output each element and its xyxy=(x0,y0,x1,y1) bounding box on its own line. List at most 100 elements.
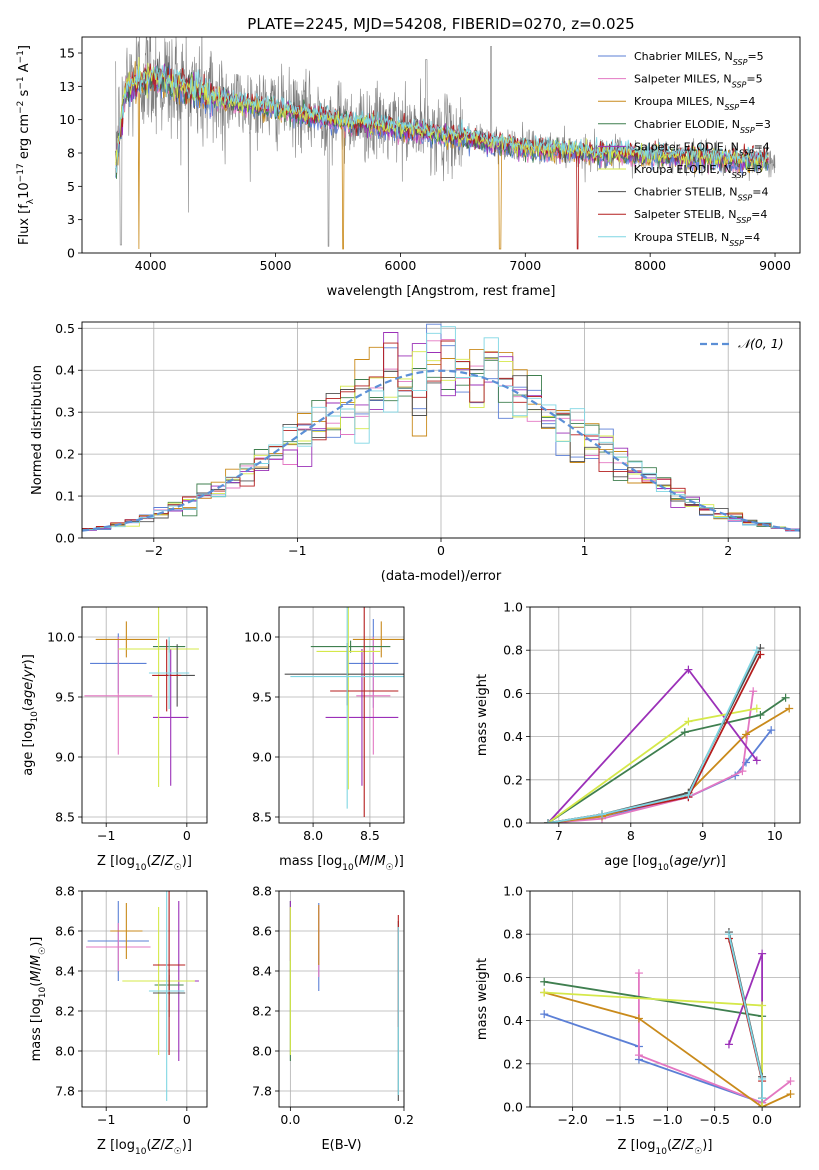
y-axis-label: age [log10(age/yr)] xyxy=(21,654,40,776)
x-tick-label: 8.5 xyxy=(360,828,380,843)
y-tick-label: 9.0 xyxy=(55,750,75,765)
y-tick-label: 0.6 xyxy=(503,970,523,985)
x-tick-label: −2.0 xyxy=(557,1112,587,1127)
weight-marker-1 xyxy=(749,687,758,696)
y-tick-label: 0.0 xyxy=(55,531,75,546)
axes-residuals: −2 −1 0 1 2 0.0 0.1 0.2 0.3 0.4 0.5 (data-model)/er… xyxy=(30,321,801,584)
weight-line-2 xyxy=(547,707,790,823)
y-tick-label: 8.8 xyxy=(252,884,272,899)
weight-marker-1 xyxy=(634,1051,643,1060)
x-tick-label: 1 xyxy=(581,543,589,558)
x-tick-label: 6000 xyxy=(385,258,417,273)
y-axis-label: Normed distribution xyxy=(30,365,45,495)
weight-marker-5 xyxy=(758,1103,767,1107)
weight-marker-8 xyxy=(752,646,761,655)
axes-age_vs_mass: 8.0 8.5 8.5 9.0 9.5 10.0 mass [log10(M/M☉)] xyxy=(244,606,405,873)
axes-frame xyxy=(278,606,405,824)
x-tick-label: −1.0 xyxy=(652,1112,682,1127)
x-tick-label: −1.5 xyxy=(605,1112,635,1127)
y-tick-label: 1.0 xyxy=(503,884,523,899)
weight-marker-4 xyxy=(684,665,693,674)
y-tick-label: 9.5 xyxy=(252,690,272,705)
y-tick-label: 8.6 xyxy=(252,924,272,939)
weight-marker-2 xyxy=(742,730,750,739)
weight-marker-7 xyxy=(756,650,765,659)
weight-marker-1 xyxy=(738,767,747,776)
y-axis-label: mass [log10(M/M☉)] xyxy=(29,937,48,1062)
axes-frame xyxy=(278,890,405,1108)
legend-label-2: Kroupa MILES, NSSP=4 xyxy=(634,95,755,112)
weight-marker-1 xyxy=(634,969,643,978)
axes-age_vs_Z: −1 0 8.5 9.0 9.5 10.0 Z [log10(Z/Z☉)] age [log1… xyxy=(21,606,208,873)
y-tick-label: 8.5 xyxy=(252,810,272,825)
x-tick-label: −0.5 xyxy=(700,1112,730,1127)
y-tick-label: 9.5 xyxy=(55,690,75,705)
x-tick-label: 9 xyxy=(699,828,707,843)
plot-area-age_vs_mass xyxy=(284,607,404,817)
y-tick-label: 0.0 xyxy=(503,1100,523,1115)
y-tick-label: 8.0 xyxy=(55,1044,75,1059)
x-tick-label: 0 xyxy=(183,828,191,843)
y-tick-label: 8.8 xyxy=(55,884,75,899)
legend-label-6: Chabrier STELIB, NSSP=4 xyxy=(634,186,768,203)
x-tick-label: −1 xyxy=(288,543,306,558)
legend-label-0: Chabrier MILES, NSSP=5 xyxy=(634,50,764,67)
y-tick-label: 0.8 xyxy=(503,643,523,658)
y-tick-label: 0.4 xyxy=(503,1013,523,1028)
x-tick-label: 0 xyxy=(183,1112,191,1127)
y-tick-label: 0.3 xyxy=(55,405,75,420)
y-axis-label: mass weight xyxy=(475,674,490,756)
x-tick-label: −1 xyxy=(97,1112,115,1127)
plot-area-residuals xyxy=(82,323,800,532)
x-axis-label: mass [log10(M/M☉)] xyxy=(279,854,404,873)
x-tick-label: 0.0 xyxy=(280,1112,300,1127)
axes-frame xyxy=(529,606,801,824)
weight-marker-8 xyxy=(684,790,693,799)
x-tick-label: 8.0 xyxy=(303,828,323,843)
weight-marker-5 xyxy=(758,1001,767,1010)
plot-area-mass_weight_vs_age xyxy=(544,644,794,823)
x-tick-label: 10 xyxy=(767,828,783,843)
x-tick-label: 7000 xyxy=(509,258,541,273)
y-tick-label: 0.8 xyxy=(503,927,523,942)
weight-marker-3 xyxy=(756,711,765,719)
y-tick-label: 0.6 xyxy=(503,686,523,701)
y-tick-label: 8.4 xyxy=(252,964,272,979)
weight-marker-4 xyxy=(724,1040,733,1049)
plot-area-mass_vs_Z xyxy=(86,891,199,1101)
x-axis-label: wavelength [Angstrom, rest frame] xyxy=(327,284,556,299)
weight-line-8 xyxy=(547,649,758,823)
x-axis-label: Z [log10(Z/Z☉)] xyxy=(618,1138,713,1157)
weight-marker-8 xyxy=(758,1074,767,1083)
model-spectrum-8 xyxy=(115,65,769,173)
y-tick-label: 15 xyxy=(59,46,75,61)
weight-marker-4 xyxy=(758,949,767,958)
y-tick-label: 8.5 xyxy=(55,810,75,825)
weight-line-7 xyxy=(547,654,762,823)
y-tick-label: 7.8 xyxy=(252,1084,272,1099)
weight-marker-3 xyxy=(781,693,790,702)
y-tick-label: 10 xyxy=(59,112,75,127)
histogram-series-8 xyxy=(82,326,800,531)
weight-line-4 xyxy=(728,953,763,1107)
axes-spectrum: 4000 5000 6000 7000 8000 9000 0 3 5 8 10 13 15 wavele… xyxy=(16,36,801,299)
y-tick-label: 0.2 xyxy=(503,1056,523,1071)
y-tick-label: 5 xyxy=(67,179,75,194)
weight-marker-2 xyxy=(634,1014,643,1023)
x-tick-label: −1 xyxy=(97,828,115,843)
x-tick-label: 8000 xyxy=(634,258,666,273)
weight-marker-8 xyxy=(544,819,552,823)
x-axis-label: Z [log10(Z/Z☉)] xyxy=(97,854,192,873)
weight-line-2 xyxy=(543,991,791,1107)
legend-label-7: Salpeter STELIB, NSSP=4 xyxy=(634,208,767,225)
weight-marker-2 xyxy=(786,1090,795,1099)
plot-area-spectrum xyxy=(115,37,776,250)
spectrum-legend: Chabrier MILES, NSSP=5 Salpeter MILES, NS… xyxy=(598,50,771,247)
legend-label-1: Salpeter MILES, NSSP=5 xyxy=(634,73,763,90)
x-tick-label: 8 xyxy=(627,828,635,843)
y-axis-label: Flux [fλ10−17 erg cm−2 s−1 A−1] xyxy=(16,45,36,245)
weight-marker-4 xyxy=(752,756,761,765)
legend-label-8: Kroupa STELIB, NSSP=4 xyxy=(634,231,760,248)
x-tick-label: 5000 xyxy=(260,258,292,273)
